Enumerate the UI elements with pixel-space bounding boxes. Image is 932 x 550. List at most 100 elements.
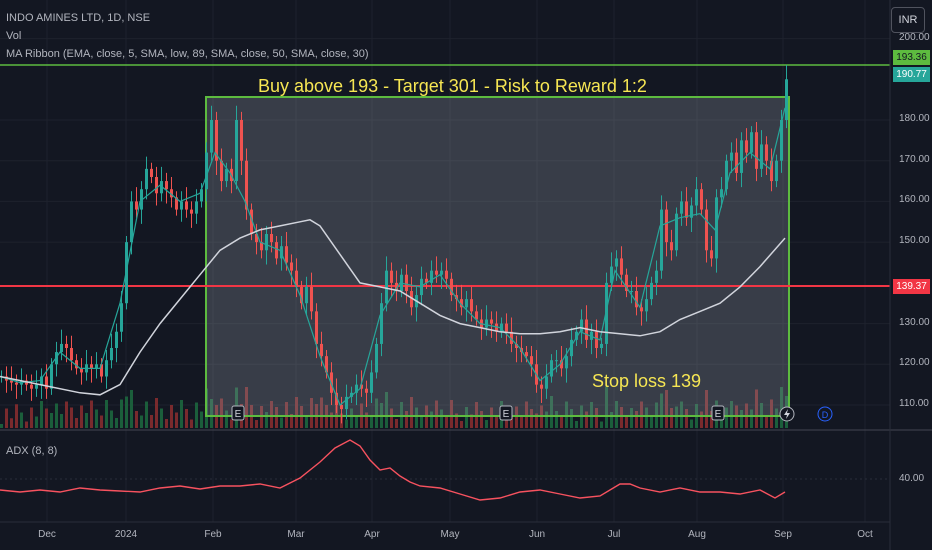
- candle-body: [145, 168, 148, 190]
- candle-body: [315, 311, 318, 344]
- candle-body: [555, 360, 558, 362]
- candle-body: [645, 299, 648, 312]
- price-tick: 170.00: [899, 153, 930, 165]
- candle-body: [605, 282, 608, 344]
- candle-body: [330, 372, 333, 393]
- candle-body: [560, 360, 563, 369]
- candle-body: [530, 356, 533, 365]
- candle-body: [350, 392, 353, 397]
- volume-bar: [10, 418, 13, 428]
- currency-button[interactable]: INR: [891, 7, 925, 33]
- candle-body: [260, 242, 263, 251]
- volume-bar: [510, 417, 513, 428]
- candle-body: [100, 364, 103, 377]
- symbol-title: INDO AMINES LTD, 1D, NSE: [6, 12, 151, 24]
- volume-bar: [390, 408, 393, 428]
- volume-bar: [110, 410, 113, 428]
- event-marker[interactable]: E: [231, 405, 245, 421]
- volume-bar: [345, 419, 348, 428]
- volume-bar: [105, 400, 108, 428]
- volume-bar: [375, 398, 378, 428]
- volume-bar: [305, 415, 308, 428]
- volume-bar: [100, 415, 103, 428]
- ma-ribbon-label: MA Ribbon (EMA, close, 5, SMA, low, 89, …: [6, 48, 369, 60]
- candle-body: [160, 181, 163, 194]
- volume-bar: [20, 412, 23, 428]
- volume-bar: [255, 420, 258, 428]
- volume-bar: [355, 416, 358, 428]
- lightning-icon[interactable]: [779, 406, 795, 422]
- candle-body: [45, 376, 48, 389]
- volume-bar: [130, 390, 133, 428]
- candle-body: [685, 201, 688, 218]
- volume-bar: [630, 408, 633, 428]
- candle-body: [40, 376, 43, 385]
- volume-bar: [5, 408, 8, 428]
- candle-body: [475, 311, 478, 320]
- volume-bar: [485, 420, 488, 428]
- volume-bar: [290, 414, 293, 428]
- candle-body: [305, 286, 308, 304]
- event-marker[interactable]: E: [499, 405, 513, 421]
- candle-body: [675, 213, 678, 251]
- volume-label: Vol: [6, 30, 22, 42]
- volume-bar: [680, 401, 683, 428]
- candle-body: [360, 384, 363, 389]
- volume-bar: [675, 406, 678, 428]
- volume-bar: [370, 415, 373, 428]
- volume-bar: [665, 390, 668, 428]
- candle-body: [425, 278, 428, 283]
- volume-bar: [125, 396, 128, 428]
- adx-tick-40: 40.00: [899, 473, 925, 484]
- volume-bar: [175, 412, 178, 428]
- candle-body: [500, 323, 503, 332]
- volume-bar: [310, 398, 313, 428]
- candle-body: [165, 181, 168, 190]
- volume-bar: [245, 387, 248, 428]
- volume-bar: [650, 415, 653, 428]
- price-tick: 120.00: [899, 357, 930, 369]
- candle-body: [15, 382, 18, 385]
- candle-body: [80, 368, 83, 373]
- candle-body: [250, 209, 253, 234]
- candle-body: [265, 234, 268, 251]
- volume-bar: [270, 401, 273, 428]
- time-tick: Feb: [204, 529, 222, 540]
- volume-bar: [165, 419, 168, 428]
- candle-body: [55, 352, 58, 365]
- volume-bar: [480, 411, 483, 428]
- volume-bar: [490, 407, 493, 428]
- volume-bar: [135, 411, 138, 428]
- volume-bar: [495, 415, 498, 428]
- candle-body: [470, 299, 473, 312]
- candle-body: [440, 270, 443, 275]
- volume-bar: [550, 396, 553, 428]
- candle-body: [290, 262, 293, 271]
- dividend-icon[interactable]: D: [817, 406, 833, 422]
- volume-bar: [615, 401, 618, 428]
- candle-body: [155, 177, 158, 194]
- volume-bar: [465, 407, 468, 428]
- volume-bar: [740, 410, 743, 428]
- volume-bar: [225, 410, 228, 428]
- svg-text:E: E: [503, 409, 510, 420]
- candle-body: [270, 234, 273, 243]
- volume-bar: [30, 407, 33, 428]
- volume-bar: [330, 412, 333, 428]
- candle-body: [635, 291, 638, 308]
- price-label-139-37: 139.37: [893, 279, 930, 294]
- trade-box: [205, 96, 790, 417]
- candle-body: [750, 132, 753, 153]
- candle-body: [150, 168, 153, 177]
- candle-body: [300, 286, 303, 304]
- volume-bar: [660, 393, 663, 428]
- volume-bar: [445, 417, 448, 428]
- candle-body: [700, 189, 703, 210]
- volume-bar: [40, 401, 43, 428]
- candle-body: [445, 270, 448, 279]
- candle-body: [420, 278, 423, 296]
- volume-bar: [470, 414, 473, 428]
- event-marker[interactable]: E: [711, 405, 725, 421]
- candle-body: [770, 160, 773, 182]
- candle-body: [140, 189, 143, 210]
